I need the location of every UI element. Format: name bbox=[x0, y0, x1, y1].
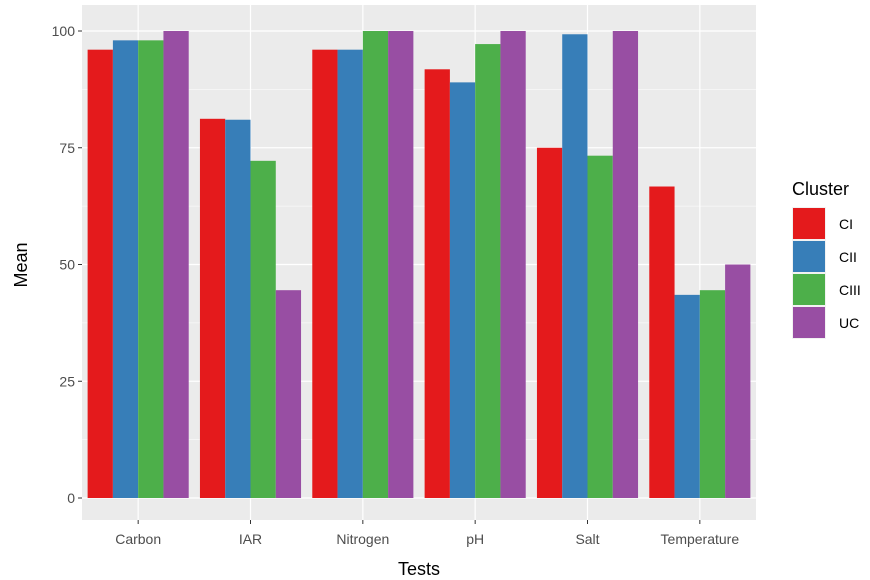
bar-temperature-uc bbox=[725, 264, 751, 498]
legend-label-ci: CI bbox=[839, 216, 853, 232]
x-axis: Carbon IAR Nitrogen pH Salt Temperature bbox=[115, 520, 739, 547]
x-tick-label: Salt bbox=[575, 531, 599, 547]
bar-nitrogen-ci bbox=[312, 49, 338, 499]
legend-swatch-uc bbox=[793, 307, 825, 338]
bar-ph-ciii bbox=[475, 44, 501, 499]
bar-salt-uc bbox=[612, 31, 639, 498]
bar-nitrogen-uc bbox=[388, 31, 414, 498]
bar-iar-ciii bbox=[250, 160, 276, 499]
y-tick-label: 75 bbox=[59, 140, 75, 156]
bar-salt-ci bbox=[536, 147, 563, 498]
bar-temperature-ci bbox=[649, 186, 675, 499]
bar-carbon-ciii bbox=[138, 40, 164, 499]
y-tick-label: 50 bbox=[59, 257, 75, 273]
x-tick-label: Nitrogen bbox=[336, 531, 389, 547]
bar-carbon-cii bbox=[112, 40, 139, 499]
bars bbox=[87, 31, 751, 499]
y-tick-label: 25 bbox=[59, 373, 75, 389]
bar-carbon-uc bbox=[163, 31, 189, 498]
legend-label-cii: CII bbox=[839, 249, 857, 265]
bar-nitrogen-cii bbox=[337, 49, 363, 499]
legend: Cluster CI CII CIII UC bbox=[792, 179, 861, 339]
bar-ph-cii bbox=[449, 82, 476, 499]
bar-ph-ci bbox=[424, 69, 450, 498]
bar-iar-uc bbox=[275, 290, 302, 498]
x-axis-title: Tests bbox=[398, 559, 440, 579]
y-axis-title: Mean bbox=[11, 242, 31, 287]
y-tick-label: 0 bbox=[67, 490, 75, 506]
bar-iar-cii bbox=[225, 119, 251, 498]
y-tick-label: 100 bbox=[52, 23, 76, 39]
legend-swatch-ci bbox=[793, 208, 825, 239]
bar-salt-cii bbox=[562, 34, 588, 498]
legend-swatch-cii bbox=[793, 241, 825, 272]
bar-ph-uc bbox=[500, 31, 526, 498]
y-axis: 0 25 50 75 100 bbox=[52, 23, 82, 506]
bar-salt-ciii bbox=[587, 155, 613, 498]
x-tick-label: Carbon bbox=[115, 531, 161, 547]
legend-title: Cluster bbox=[792, 179, 849, 199]
bar-temperature-cii bbox=[674, 294, 700, 498]
legend-label-uc: UC bbox=[839, 315, 859, 331]
legend-swatch-ciii bbox=[793, 274, 825, 305]
minor-gridlines bbox=[82, 89, 756, 440]
x-tick-label: Temperature bbox=[661, 531, 740, 547]
bar-iar-ci bbox=[199, 118, 226, 499]
x-tick-label: IAR bbox=[239, 531, 262, 547]
bar-carbon-ci bbox=[87, 49, 113, 499]
legend-label-ciii: CIII bbox=[839, 282, 861, 298]
x-tick-label: pH bbox=[466, 531, 484, 547]
bar-temperature-ciii bbox=[699, 290, 726, 498]
bar-nitrogen-ciii bbox=[362, 31, 389, 498]
plot-panel bbox=[82, 5, 756, 520]
